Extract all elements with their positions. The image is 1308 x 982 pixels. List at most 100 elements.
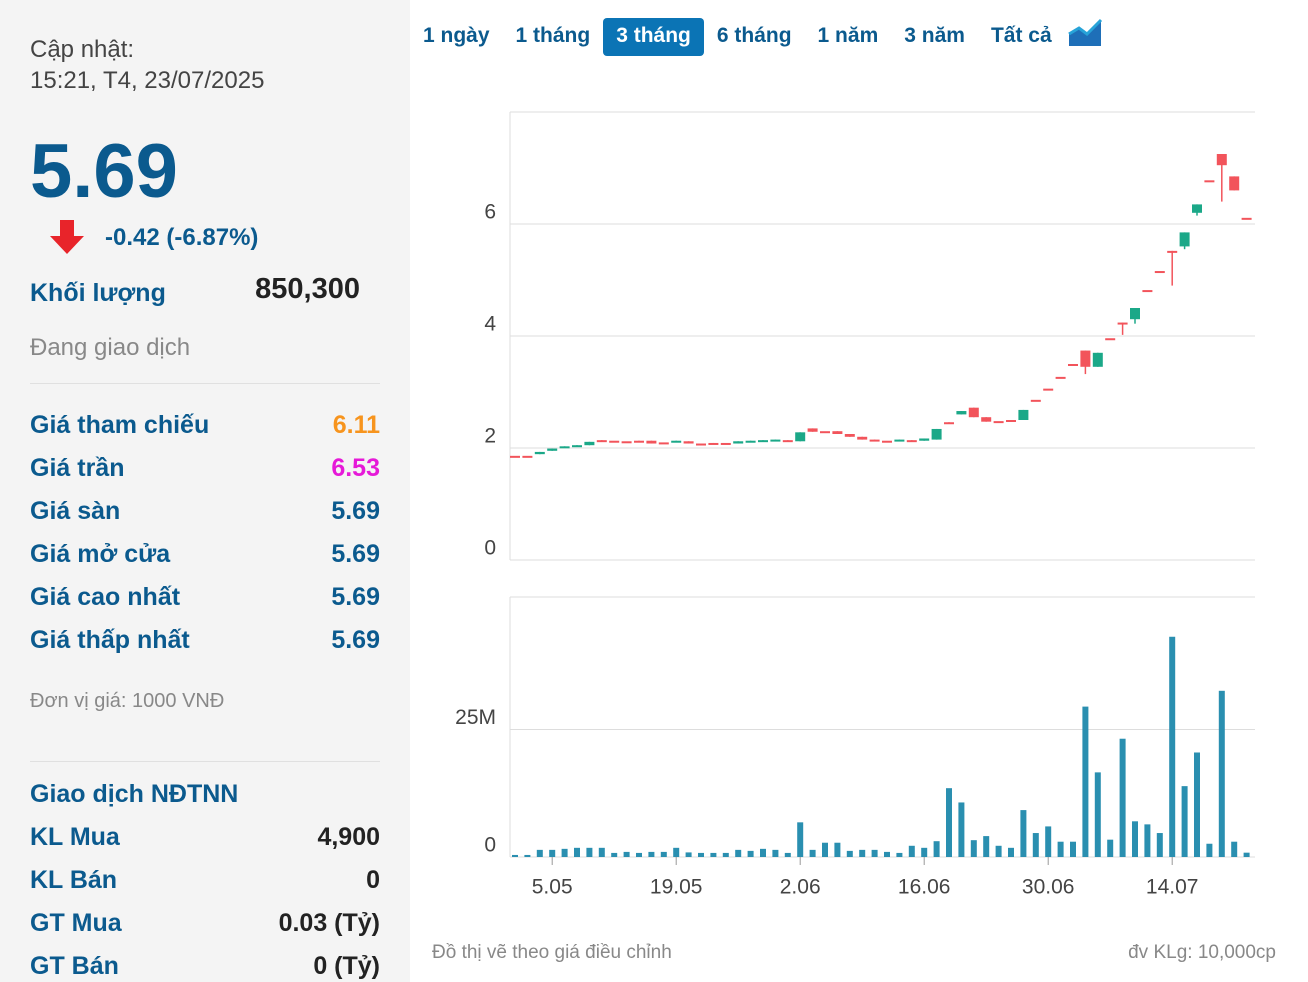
separator — [30, 761, 380, 762]
volume-bar — [735, 849, 742, 857]
footer-note: Đồ thị vẽ theo giá điều chỉnh — [432, 942, 672, 963]
x-tick-label: 16.06 — [898, 876, 951, 899]
candle-body — [708, 442, 719, 445]
volume-bar — [1057, 841, 1064, 857]
updated-label: Cập nhật: — [30, 36, 135, 63]
candle-body — [807, 428, 818, 432]
candle-body — [534, 451, 545, 455]
candle-body — [572, 445, 582, 448]
price-value: 5.69 — [331, 540, 380, 568]
candle-body — [1018, 409, 1029, 420]
candle-body — [696, 443, 706, 446]
volume-bar — [623, 851, 630, 857]
candle-body — [634, 440, 644, 443]
volume-bar — [673, 847, 680, 857]
price-label: Giá trần — [30, 454, 125, 482]
candle-body — [1167, 250, 1178, 253]
candle-body — [956, 411, 967, 415]
candle-body — [522, 455, 533, 458]
price-value: 6.11 — [332, 411, 380, 439]
candle-body — [1241, 217, 1252, 220]
volume-bar — [1206, 843, 1213, 857]
x-tick-label: 14.07 — [1146, 876, 1199, 899]
candle-body — [1080, 350, 1091, 367]
volume-bar — [846, 850, 853, 857]
volume-bar — [710, 852, 717, 857]
candle-body — [1043, 388, 1054, 391]
volume-bar — [797, 822, 804, 857]
x-tick-label: 5.05 — [532, 876, 573, 899]
price-label: Giá tham chiếu — [30, 411, 210, 439]
price-value: 6.53 — [331, 454, 380, 482]
candle-body — [968, 407, 979, 418]
tab[interactable]: 3 năm — [904, 24, 965, 47]
foreign-value: 0 (Tỷ) — [313, 952, 380, 980]
candle-body — [1154, 271, 1165, 274]
y-tick-label: 2 — [484, 425, 496, 448]
candle-body — [993, 421, 1004, 424]
candle-body — [782, 440, 793, 443]
candle-body — [857, 436, 868, 440]
candle-body — [820, 431, 830, 434]
y-tick-label: 0 — [484, 537, 496, 560]
candle-body — [894, 439, 905, 442]
candle-body — [906, 440, 917, 443]
candle-body — [869, 439, 880, 442]
volume-bar — [685, 852, 692, 857]
y-tick-label: 6 — [484, 201, 496, 224]
down-arrow — [50, 220, 84, 254]
tab[interactable]: 1 tháng — [515, 24, 591, 47]
volume-bar — [722, 852, 729, 857]
info-panel: Cập nhật: 15:21, T4, 23/07/2025 5.69 -0.… — [0, 0, 410, 982]
candle-body — [745, 440, 756, 443]
volume-bar — [958, 802, 965, 857]
volume-bar — [574, 847, 580, 857]
candle-body — [795, 432, 806, 442]
candle-body — [1130, 308, 1140, 320]
volume-bar — [1144, 824, 1151, 857]
volume-bar — [1008, 847, 1014, 857]
volume-bar — [1231, 841, 1238, 857]
volume-bar — [561, 848, 568, 857]
volume-bar — [834, 842, 841, 857]
chart-type-icon[interactable] — [1066, 16, 1106, 50]
candle-body — [1229, 176, 1240, 191]
price-value: 5.69 — [331, 626, 380, 654]
foreign-label: KL Mua — [30, 823, 120, 851]
volume: 850,300 — [255, 273, 360, 305]
price-value: 5.69 — [331, 497, 380, 525]
candle-body — [658, 442, 669, 445]
candle-body — [770, 439, 781, 442]
volume-bar — [524, 854, 531, 857]
candle-body — [547, 448, 558, 451]
volume-bar — [1094, 772, 1101, 857]
candle-body — [1068, 364, 1078, 366]
candle-body — [621, 441, 632, 444]
foreign-label: GT Bán — [30, 952, 119, 980]
volume-unit: đv KLg: 10,000cp — [1128, 942, 1276, 963]
tab[interactable]: 1 ngày — [423, 24, 490, 47]
volume-bar — [946, 788, 952, 857]
foreign-title: Giao dịch NĐTNN — [30, 780, 239, 808]
candle-body — [981, 417, 992, 422]
foreign-label: GT Mua — [30, 909, 122, 937]
volume-bar — [859, 849, 866, 857]
volume-bar — [747, 850, 754, 857]
candle-body — [671, 440, 682, 443]
volume-bar — [1032, 833, 1039, 857]
foreign-label: KL Bán — [30, 866, 118, 894]
volume-bar — [636, 852, 642, 857]
volume-bar — [1156, 833, 1163, 857]
volume-bar — [1119, 738, 1126, 857]
candle-body — [1179, 232, 1190, 247]
price: 5.69 — [30, 129, 178, 214]
candle-body — [1030, 399, 1041, 402]
candle-body — [832, 431, 843, 434]
tab[interactable]: Tất cả — [990, 24, 1052, 47]
tab[interactable]: 6 tháng — [716, 24, 792, 47]
candle-body — [1117, 322, 1128, 325]
candle-body — [720, 442, 731, 445]
tab[interactable]: 1 năm — [817, 24, 879, 47]
volume-bar — [970, 840, 977, 857]
tab[interactable]: 3 tháng — [603, 18, 704, 56]
